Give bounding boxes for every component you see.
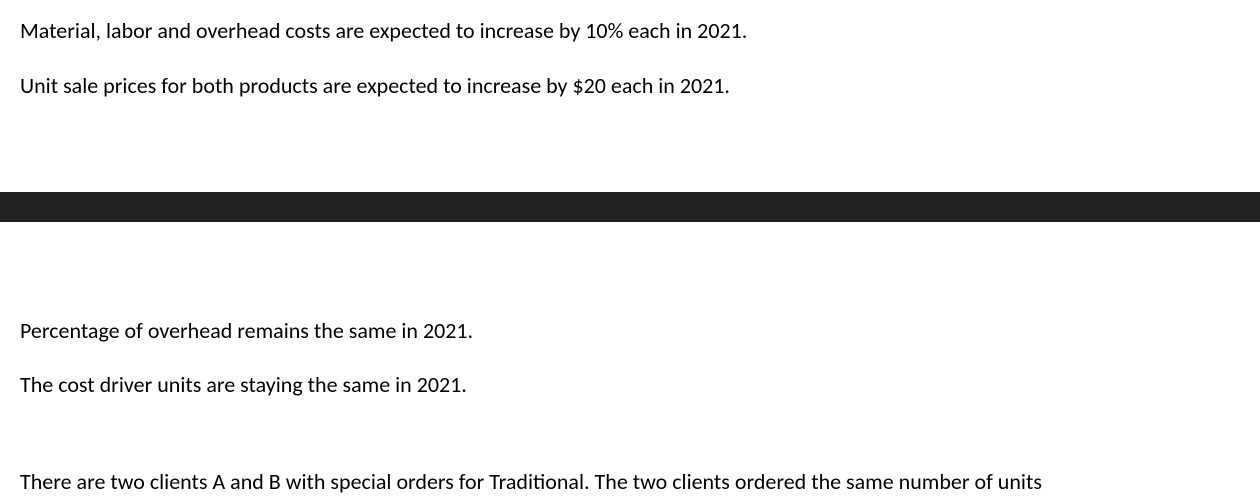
section-divider-bar xyxy=(0,192,1260,222)
paragraph-line-1: Material, labor and overhead costs are e… xyxy=(20,0,1240,47)
paragraph-line-4: The cost driver units are staying the sa… xyxy=(20,346,1240,401)
paragraph-line-5: There are two clients A and B with speci… xyxy=(20,401,1240,498)
paragraph-line-3: Percentage of overhead remains the same … xyxy=(20,222,1240,347)
paragraph-line-2: Unit sale prices for both products are e… xyxy=(20,47,1240,102)
